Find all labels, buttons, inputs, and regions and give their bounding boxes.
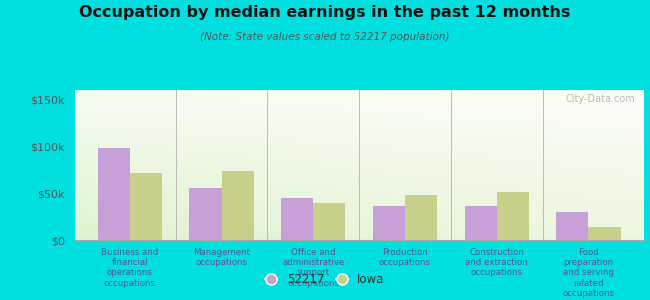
Text: City-Data.com: City-Data.com [566,94,635,104]
Bar [98,148,130,240]
Bar [405,195,437,240]
Bar [556,212,588,240]
Bar [130,173,162,240]
Bar [222,171,254,240]
Legend: 52217, Iowa: 52217, Iowa [261,269,389,291]
Bar [281,198,313,240]
Bar [313,203,345,240]
Text: Occupation by median earnings in the past 12 months: Occupation by median earnings in the pas… [79,4,571,20]
Bar [588,227,621,240]
Bar [465,206,497,240]
Bar [189,188,222,240]
Bar [497,192,529,240]
Bar [373,206,405,240]
Text: (Note: State values scaled to 52217 population): (Note: State values scaled to 52217 popu… [200,32,450,41]
